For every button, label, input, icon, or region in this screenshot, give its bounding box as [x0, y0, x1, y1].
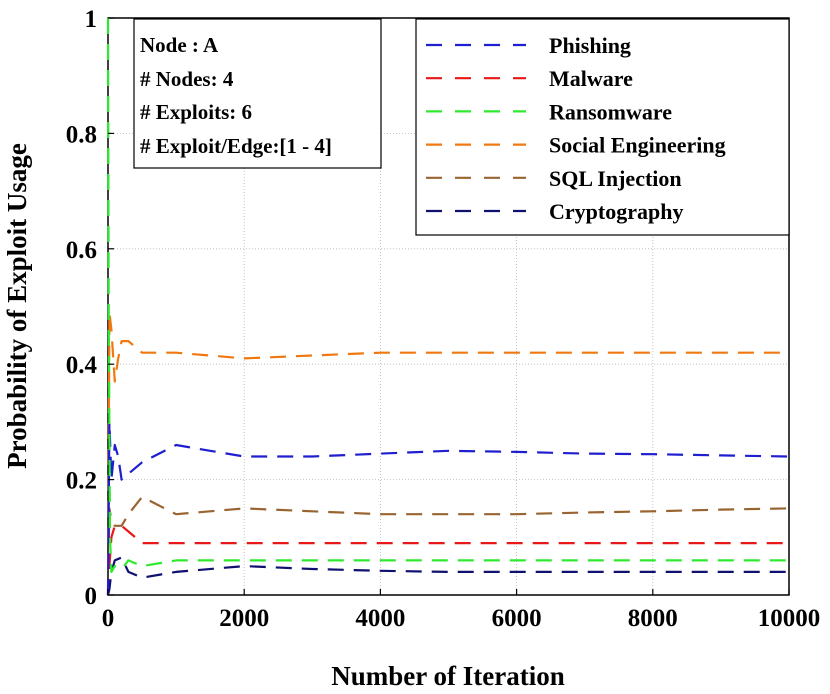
- info-exploits-count: # Exploits: 6: [140, 100, 252, 124]
- series-line-ransomware: [106, 17, 789, 574]
- legend-frame: [415, 18, 790, 236]
- series-layer: [106, 17, 790, 596]
- y-tick-label: 0.6: [66, 237, 97, 264]
- x-tick-label: 2000: [219, 605, 269, 632]
- legend-label-phishing: Phishing: [549, 33, 631, 58]
- y-tick-label: 0: [85, 583, 98, 610]
- x-tick-label: 8000: [628, 605, 678, 632]
- legend-label-sql-injection: SQL Injection: [549, 166, 682, 191]
- info-box: Node : A # Nodes: 4 # Exploits: 6 # Expl…: [133, 18, 382, 169]
- y-tick-label: 0.4: [66, 352, 98, 379]
- x-axis-title: Number of Iteration: [331, 661, 564, 691]
- legend-label-malware: Malware: [549, 66, 633, 91]
- info-box-frame: [133, 18, 382, 169]
- series-line-sql-injection: [106, 495, 790, 596]
- x-axis: 0 2000 4000 6000 8000 10000: [102, 589, 821, 632]
- x-tick-label: 0: [102, 605, 115, 632]
- info-exploit-per-edge: # Exploit/Edge:[1 - 4]: [140, 134, 332, 158]
- series-line-social-engineering: [106, 311, 789, 596]
- x-tick-label: 6000: [492, 605, 542, 632]
- info-node: Node : A: [140, 33, 219, 57]
- legend-label-ransomware: Ransomware: [549, 99, 672, 124]
- series-line-cryptography: [106, 556, 789, 596]
- legend-label-cryptography: Cryptography: [549, 199, 683, 224]
- x-tick-label: 4000: [355, 605, 405, 632]
- info-nodes-count: # Nodes: 4: [140, 67, 234, 91]
- series-line-phishing: [106, 420, 790, 596]
- legend-label-social-engineering: Social Engineering: [549, 133, 726, 158]
- x-tick-label: 10000: [758, 605, 821, 632]
- y-tick-label: 0.2: [66, 468, 97, 495]
- legend: Phishing Malware Ransomware Social Engineer…: [415, 18, 790, 236]
- series-line-malware: [106, 524, 789, 596]
- y-axis: 0 0.2 0.4 0.6 0.8 1: [66, 6, 114, 610]
- y-tick-label: 0.8: [66, 121, 97, 148]
- y-tick-label: 1: [85, 6, 98, 33]
- legend-items: Phishing Malware Ransomware Social Engineer…: [426, 33, 726, 224]
- y-axis-title: Probability of Exploit Usage: [2, 143, 32, 469]
